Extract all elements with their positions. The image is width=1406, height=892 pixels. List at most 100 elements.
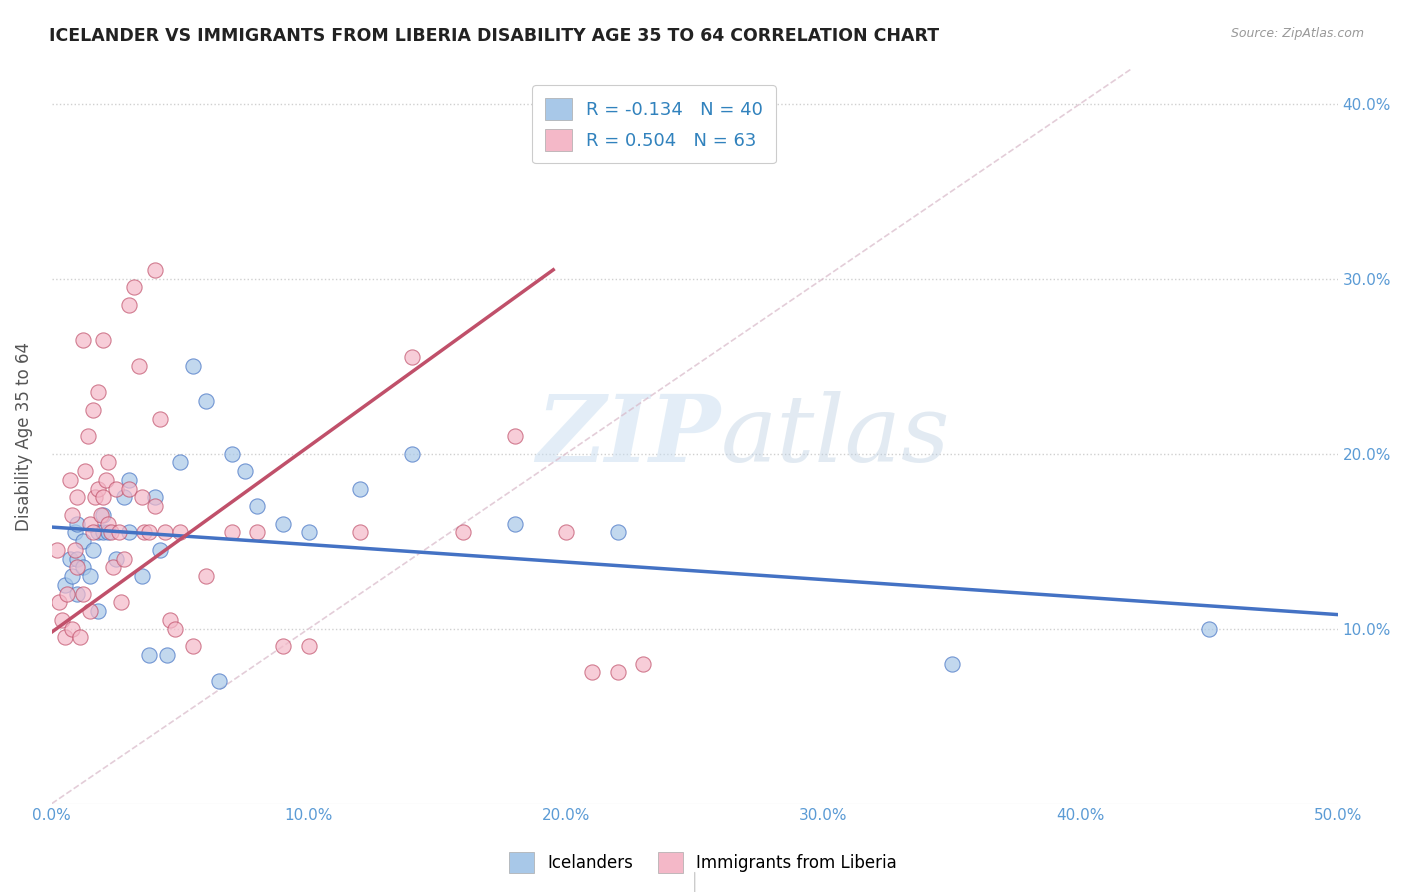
Point — [45, 542, 67, 557]
Point — [131, 491, 153, 505]
Point — [143, 262, 166, 277]
Point — [165, 622, 187, 636]
Point — [156, 648, 179, 662]
Point — [555, 525, 578, 540]
Text: ICELANDER VS IMMIGRANTS FROM LIBERIA DISABILITY AGE 35 TO 64 CORRELATION CHART: ICELANDER VS IMMIGRANTS FROM LIBERIA DIS… — [49, 27, 939, 45]
Point — [181, 639, 204, 653]
Point — [169, 525, 191, 540]
Point — [60, 508, 83, 522]
Point — [118, 525, 141, 540]
Point — [606, 665, 628, 680]
Point — [107, 525, 129, 540]
Point — [94, 473, 117, 487]
Point — [110, 595, 132, 609]
Point — [153, 525, 176, 540]
Point — [91, 333, 114, 347]
Point — [122, 280, 145, 294]
Point — [56, 586, 79, 600]
Point — [59, 551, 82, 566]
Point — [118, 482, 141, 496]
Point — [63, 542, 86, 557]
Point — [48, 595, 70, 609]
Point — [503, 516, 526, 531]
Legend: R = -0.134   N = 40, R = 0.504   N = 63: R = -0.134 N = 40, R = 0.504 N = 63 — [531, 85, 776, 163]
Point — [195, 394, 218, 409]
Point — [53, 578, 76, 592]
Point — [221, 446, 243, 460]
Point — [59, 473, 82, 487]
Point — [246, 525, 269, 540]
Point — [451, 525, 474, 540]
Point — [118, 473, 141, 487]
Point — [503, 429, 526, 443]
Point — [221, 525, 243, 540]
Point — [72, 333, 94, 347]
Point — [271, 516, 294, 531]
Point — [581, 665, 603, 680]
Point — [79, 516, 101, 531]
Point — [633, 657, 655, 671]
Point — [143, 499, 166, 513]
Point — [75, 464, 97, 478]
Point — [401, 446, 423, 460]
Point — [87, 525, 110, 540]
Point — [271, 639, 294, 653]
Point — [87, 385, 110, 400]
Point — [169, 455, 191, 469]
Point — [72, 560, 94, 574]
Y-axis label: Disability Age 35 to 64: Disability Age 35 to 64 — [15, 342, 32, 531]
Point — [112, 491, 135, 505]
Point — [298, 525, 321, 540]
Point — [138, 648, 160, 662]
Point — [66, 491, 89, 505]
Point — [349, 482, 371, 496]
Point — [138, 525, 160, 540]
Point — [91, 525, 114, 540]
Point — [91, 491, 114, 505]
Point — [149, 542, 172, 557]
Point — [97, 455, 120, 469]
Point — [100, 525, 122, 540]
Text: ZIP: ZIP — [536, 391, 720, 481]
Point — [53, 631, 76, 645]
Point — [72, 586, 94, 600]
Point — [118, 298, 141, 312]
Point — [143, 491, 166, 505]
Point — [149, 411, 172, 425]
Point — [105, 551, 128, 566]
Point — [84, 491, 107, 505]
Point — [246, 499, 269, 513]
Point — [66, 586, 89, 600]
Point — [606, 525, 628, 540]
Point — [60, 622, 83, 636]
Point — [90, 508, 112, 522]
Point — [63, 525, 86, 540]
Point — [97, 516, 120, 531]
Point — [128, 359, 150, 373]
Text: Source: ZipAtlas.com: Source: ZipAtlas.com — [1230, 27, 1364, 40]
Point — [349, 525, 371, 540]
Point — [91, 508, 114, 522]
Point — [82, 542, 104, 557]
Point — [233, 464, 256, 478]
Point — [51, 613, 73, 627]
Point — [66, 516, 89, 531]
Point — [87, 482, 110, 496]
Point — [69, 631, 91, 645]
Point — [66, 551, 89, 566]
Point — [298, 639, 321, 653]
Point — [79, 569, 101, 583]
Point — [134, 525, 156, 540]
Point — [105, 482, 128, 496]
Point — [76, 429, 98, 443]
Point — [79, 604, 101, 618]
Point — [82, 402, 104, 417]
Point — [112, 551, 135, 566]
Point — [195, 569, 218, 583]
Point — [208, 674, 231, 689]
Legend: Icelanders, Immigrants from Liberia: Icelanders, Immigrants from Liberia — [502, 846, 904, 880]
Point — [97, 525, 120, 540]
Point — [159, 613, 181, 627]
Point — [103, 560, 125, 574]
Point — [131, 569, 153, 583]
